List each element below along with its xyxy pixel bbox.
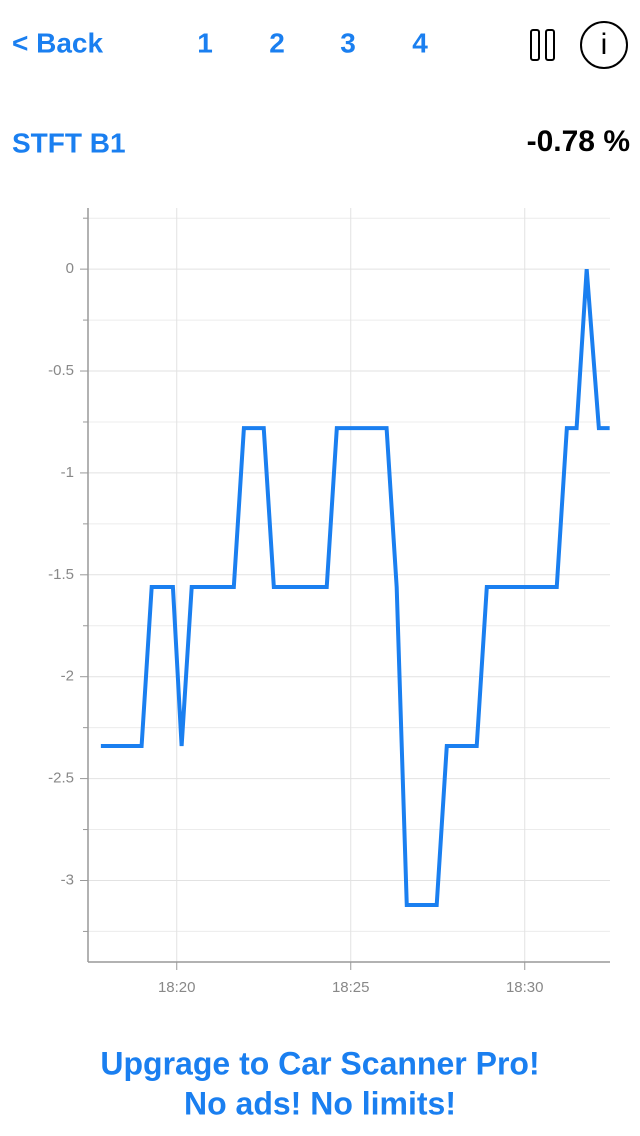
info-icon: i (601, 28, 608, 61)
pause-button[interactable] (530, 29, 555, 61)
sensor-reading: -0.78 % (527, 125, 630, 158)
y-tick-label: 0 (66, 260, 74, 277)
y-tick-label: -0.5 (48, 362, 74, 379)
back-button[interactable]: < Back (12, 27, 103, 58)
x-tick-label: 18:25 (332, 979, 370, 996)
tab[interactable]: 3 (340, 27, 356, 58)
tab[interactable]: 4 (412, 27, 428, 58)
promo[interactable]: Upgrage to Car Scanner Pro! (100, 1045, 539, 1081)
x-tick-label: 18:30 (506, 979, 544, 996)
y-tick-label: -2 (61, 668, 74, 685)
y-tick-label: -1 (61, 464, 74, 481)
tab[interactable]: 1 (197, 27, 213, 58)
data-line (100, 268, 610, 907)
y-tick-label: -2.5 (48, 770, 74, 787)
info-button[interactable] (580, 21, 628, 69)
x-tick-label: 18:20 (158, 979, 196, 996)
tab[interactable]: 2 (269, 27, 285, 58)
promo[interactable]: No ads! No limits! (184, 1085, 456, 1121)
chart: 0 -0.5 -1 -1.5 -2 -2.5 -3 18:20 18:25 18:30 (48, 208, 610, 996)
y-tick-label: -3 (61, 871, 74, 888)
y-tick-label: -1.5 (48, 566, 74, 583)
sensor-name: STFT B1 (12, 127, 126, 158)
